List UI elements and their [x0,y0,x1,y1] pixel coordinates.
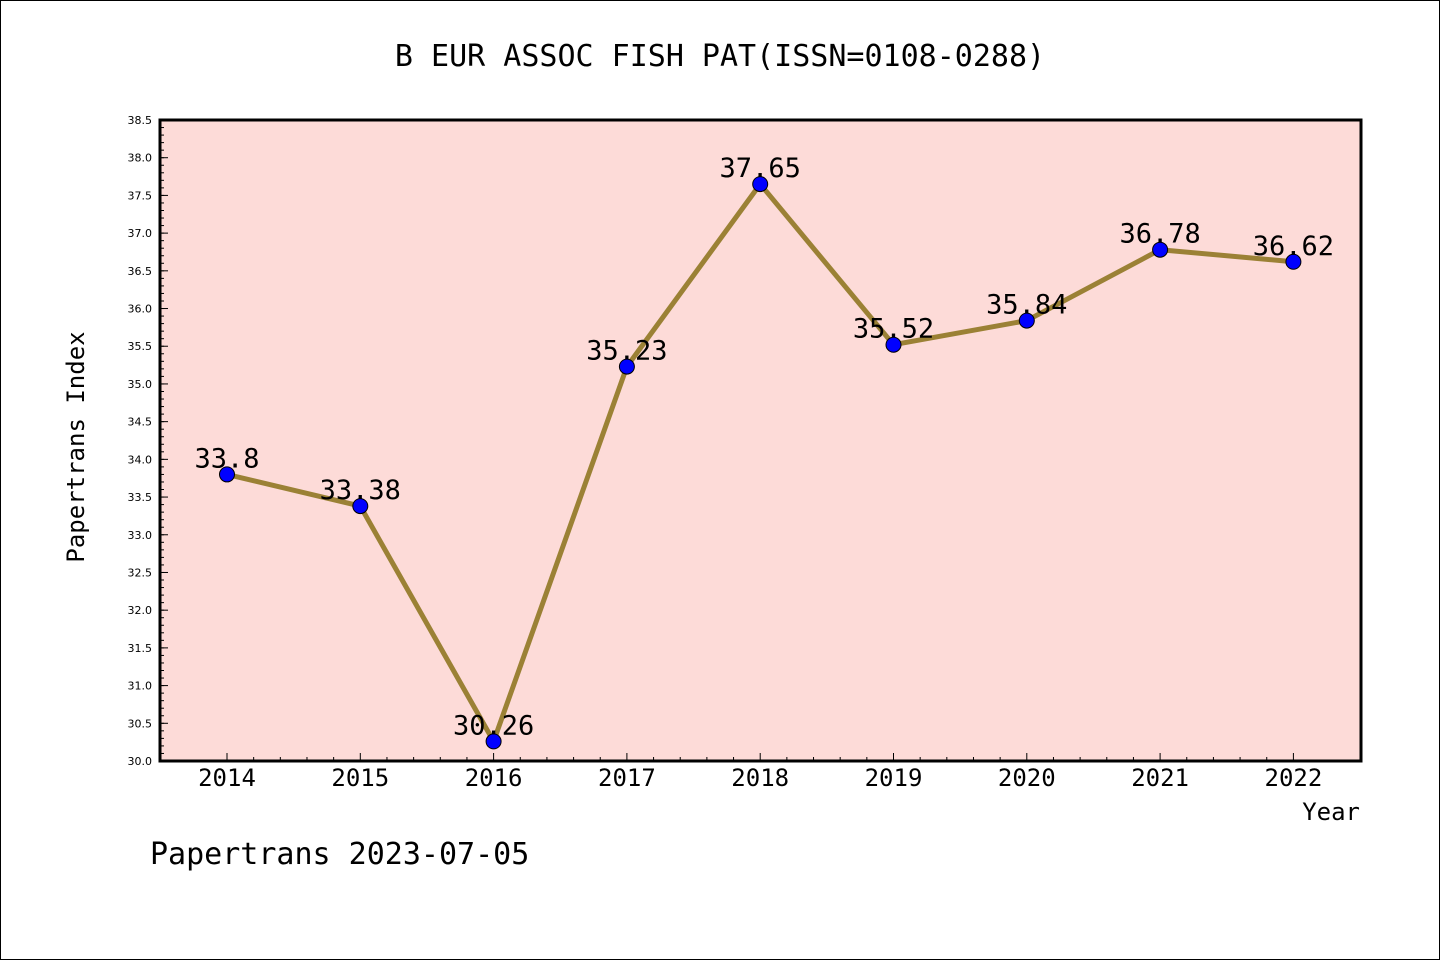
x-tick-label: 2016 [465,764,523,792]
x-tick-label: 2017 [598,764,656,792]
data-label: 36.78 [1119,219,1200,250]
y-tick-label: 32.5 [128,566,153,579]
y-tick-label: 38.5 [128,114,153,127]
series-line-group: 33.8 33.38 30.26 35.23 37.65 35.52 35.84 36.78 3… [194,153,1334,750]
y-axis-title: Papertrans Index [62,331,90,562]
data-label: 35.84 [986,290,1067,321]
data-point [352,498,369,515]
y-tick-label: 35.5 [128,340,153,353]
data-point [1152,241,1169,258]
data-label: 35.52 [853,314,934,345]
x-axis: 2014 2015 2016 2017 2018 2019 2020 2021 2022 [198,753,1322,792]
y-tick-label: 34.0 [128,453,153,466]
data-label: 36.62 [1253,231,1334,262]
y-tick-label: 38.0 [128,152,153,165]
x-tick-label: 2022 [1265,764,1323,792]
x-tick-label: 2020 [998,764,1056,792]
x-tick-label: 2014 [198,764,256,792]
y-tick-label: 30.0 [128,755,153,768]
x-tick-label: 2015 [331,764,389,792]
y-tick-label: 36.5 [128,265,153,278]
y-tick-label: 33.0 [128,529,153,542]
data-point [219,466,235,483]
y-tick-label: 36.0 [128,303,153,316]
chart-title: B EUR ASSOC FISH PAT(ISSN=0108-0288) [395,39,1045,74]
data-point [752,176,769,193]
y-tick-label: 31.0 [128,680,153,693]
data-label: 33.8 [194,443,259,474]
plot-area [158,118,1363,763]
data-label: 35.23 [586,336,667,367]
y-tick-label: 35.0 [128,378,153,391]
data-point [485,733,502,750]
data-label: 30.26 [453,710,534,741]
footer-credit: Papertrans 2023-07-05 [150,837,529,872]
x-tick-label: 2021 [1131,764,1189,792]
data-point [1018,312,1035,329]
y-tick-label: 31.5 [128,642,153,655]
data-label: 33.38 [320,475,401,506]
data-point [885,336,902,353]
y-axis: 30.0 30.5 31.0 31.5 32.0 32.5 33.0 33.5 34.0 34.5… [128,114,168,768]
y-tick-label: 30.5 [128,717,153,730]
data-label: 37.65 [720,153,801,184]
data-point [1285,253,1302,270]
x-axis-title: Year [1302,798,1360,826]
y-tick-label: 34.5 [128,416,153,429]
y-tick-label: 37.5 [128,189,153,202]
y-tick-label: 32.0 [128,604,153,617]
y-tick-label: 37.0 [128,227,153,240]
x-tick-label: 2019 [865,764,923,792]
y-tick-label: 33.5 [128,491,153,504]
x-tick-label: 2018 [731,764,789,792]
data-point [618,358,635,375]
